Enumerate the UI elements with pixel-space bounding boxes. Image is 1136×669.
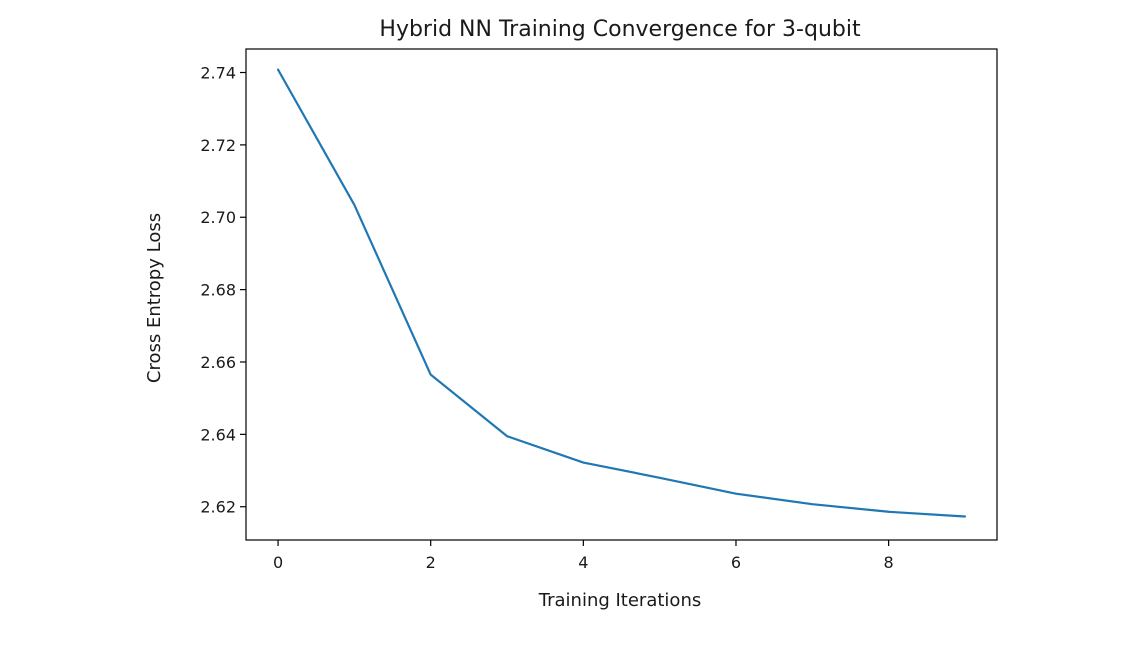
x-tick-label: 2 [426,553,436,572]
x-tick-label: 0 [273,553,283,572]
y-tick-label: 2.74 [200,64,236,83]
y-axis-label: Cross Entropy Loss [144,213,165,383]
x-tick-label: 8 [884,553,894,572]
x-axis-ticks: 0 2 4 6 8 [273,540,894,572]
series-layer [276,68,967,518]
y-tick-label: 2.66 [200,353,236,372]
series-line [276,68,967,518]
plot-frame [245,48,998,541]
x-tick-label: 4 [578,553,588,572]
y-tick-label: 2.64 [200,425,236,444]
y-tick-label: 2.72 [200,136,236,155]
x-tick-label: 6 [731,553,741,572]
x-axis-label: Training Iterations [538,590,701,611]
y-tick-label: 2.70 [200,208,236,227]
y-tick-label: 2.68 [200,281,236,300]
y-tick-label: 2.62 [200,498,236,517]
y-axis-ticks: 2.62 2.64 2.66 2.68 2.70 2.72 2.74 [200,64,246,517]
chart-title: Hybrid NN Training Convergence for 3-qub… [379,17,861,42]
